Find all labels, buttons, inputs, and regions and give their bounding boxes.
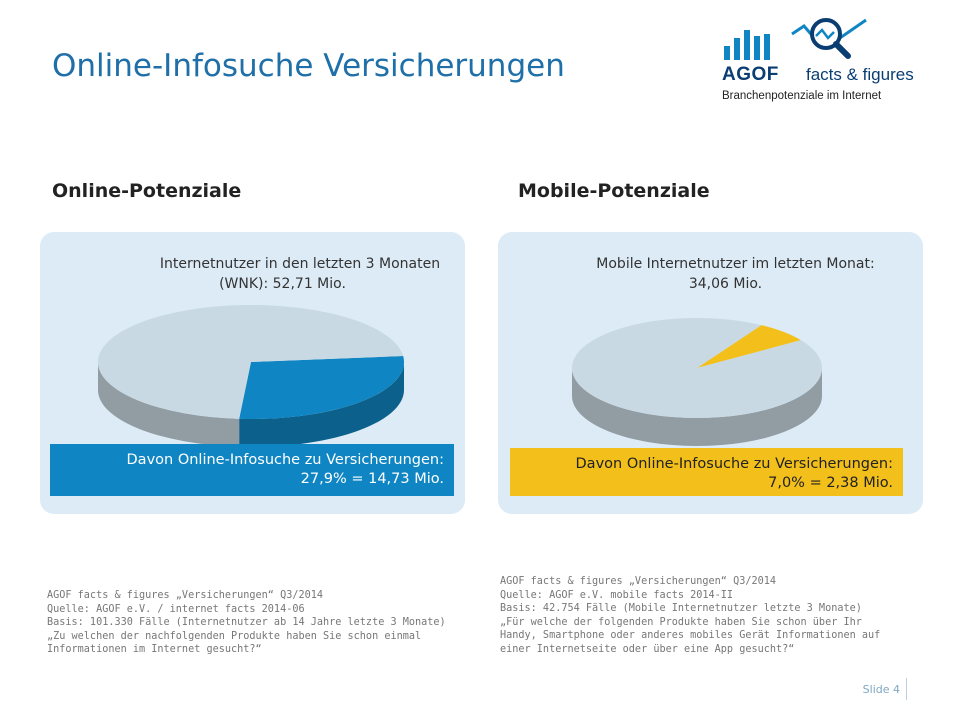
online-heading: Online-Potenziale [52,180,242,202]
pie-side-1-0 [98,362,240,447]
pie-slice-0 [697,325,801,368]
online-callout-line2: 27,9% = 14,73 Mio. [300,471,444,487]
pie-slice-0 [239,356,404,419]
mobile-base-text: Mobile Internetnutzer im letzten Monat: … [498,254,923,294]
mobile-source-note: AGOF facts & figures „Versicherungen“ Q3… [500,576,881,655]
online-callout: Davon Online-Infosuche zu Versicherungen… [50,444,454,496]
online-base-line1: Internetnutzer in den letzten 3 Monaten [159,256,441,272]
mobile-callout: Davon Online-Infosuche zu Versicherungen… [510,448,903,496]
agof-logo: AGOF facts & figures Branchenpotenziale … [716,14,914,109]
page-title: Online-Infosuche Versicherungen [52,48,565,84]
logo-tagline: facts & figures [806,65,914,84]
slide-number: Slide 4 [862,683,900,696]
mobile-heading: Mobile-Potenziale [518,180,710,202]
slide-divider [906,678,907,700]
online-source-note: AGOF facts & figures „Versicherungen“ Q3… [47,590,446,655]
logo-subtitle: Branchenpotenziale im Internet [722,90,882,102]
pie-side-1-0 [572,368,822,446]
online-pie-chart [98,305,405,447]
bar-chart-magnifier-icon [724,18,867,60]
mobile-pie-chart [572,318,822,446]
mobile-callout-line2: 7,0% = 2,38 Mio. [768,475,893,491]
online-base-text: Internetnutzer in den letzten 3 Monaten … [40,254,465,294]
logo-brand: AGOF [722,64,779,85]
mobile-base-line1: Mobile Internetnutzer im letzten Monat: [596,256,875,272]
mobile-callout-line1: Davon Online-Infosuche zu Versicherungen… [575,456,893,472]
pie-side-0-0 [239,362,405,447]
pie-slice-1 [98,305,404,419]
mobile-base-line2: 34,06 Mio. [688,276,763,292]
online-callout-line1: Davon Online-Infosuche zu Versicherungen… [126,452,444,468]
online-base-line2: (WNK): 52,71 Mio. [219,276,346,292]
pie-slice-1 [572,318,822,418]
